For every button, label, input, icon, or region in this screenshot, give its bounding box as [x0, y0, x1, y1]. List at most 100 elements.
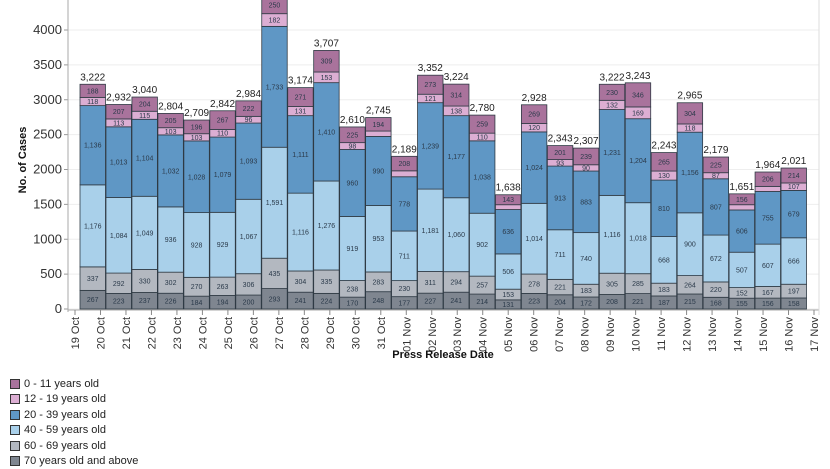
x-tick-label: 11 Nov — [656, 317, 668, 352]
x-tick-label: 23 Oct — [172, 317, 184, 349]
y-tick-label: 1000 — [33, 231, 62, 246]
segment-label: 293 — [269, 296, 281, 303]
segment-label: 153 — [502, 292, 514, 299]
segment-label: 182 — [269, 18, 281, 25]
segment-label: 335 — [321, 279, 333, 286]
y-tick-label: 2500 — [33, 127, 62, 142]
segment-label: 1,176 — [84, 223, 102, 230]
y-tick-label: 0 — [55, 301, 62, 316]
segment-label: 269 — [528, 112, 540, 119]
segment-label: 1,018 — [629, 236, 647, 243]
segment-label: 1,079 — [214, 172, 232, 179]
segment-label: 270 — [191, 284, 203, 291]
x-tick-label: 26 Oct — [248, 317, 260, 349]
segment-label: 103 — [191, 135, 203, 142]
segment-label: 132 — [606, 102, 618, 109]
x-tick-label: 20 Oct — [95, 317, 107, 349]
segment-label: 1,116 — [292, 230, 309, 237]
segment-label: 711 — [555, 252, 566, 259]
total-label: 2,709 — [184, 108, 209, 119]
segment-label: 1,060 — [447, 232, 465, 239]
x-axis-title: Press Release Date — [392, 349, 494, 361]
segment-label: 346 — [632, 92, 644, 99]
segment-label: 1,032 — [162, 168, 180, 175]
segment-label: 221 — [554, 285, 566, 292]
segment-label: 223 — [113, 299, 125, 306]
segment-label: 225 — [347, 132, 359, 139]
segment-label: 156 — [736, 197, 748, 204]
segment-label: 118 — [87, 99, 98, 106]
segment-label: 1,239 — [422, 143, 440, 150]
y-tick-label: 4000 — [33, 22, 62, 37]
legend-swatch — [10, 410, 20, 420]
segment-label: 208 — [398, 161, 410, 168]
total-label: 3,222 — [80, 72, 105, 83]
legend-label: 60 - 69 years old — [24, 440, 106, 452]
segment-label: 230 — [398, 286, 410, 293]
y-tick-label: 3500 — [33, 57, 62, 72]
x-tick-label: 31 Oct — [376, 317, 388, 349]
segment-label: 919 — [347, 246, 359, 253]
segment-label: 143 — [502, 197, 514, 204]
segment-label: 205 — [165, 118, 177, 125]
segment-label: 220 — [710, 287, 722, 294]
segment-label: 267 — [217, 118, 229, 125]
segment-label: 1,177 — [447, 154, 465, 161]
segment-label: 778 — [398, 201, 410, 208]
segment-label: 183 — [580, 288, 592, 295]
segment-label: 913 — [554, 195, 566, 202]
segment-label: 960 — [347, 180, 359, 187]
segment-label: 172 — [580, 301, 592, 308]
x-tick-label: 01 Nov — [401, 317, 413, 352]
x-tick-label: 27 Oct — [274, 317, 286, 349]
segment-label: 311 — [425, 280, 436, 287]
segment-label: 606 — [736, 229, 748, 236]
segment-label: 131 — [502, 302, 514, 309]
x-tick-label: 30 Oct — [350, 317, 362, 349]
legend-swatch — [10, 379, 20, 389]
segment-label: 93 — [556, 160, 564, 167]
bars: 2673371,1761,1361181883,2222232921,0841,… — [80, 0, 807, 309]
segment-label: 337 — [87, 276, 99, 283]
legend-label: 0 - 11 years old — [24, 378, 99, 390]
x-tick-label: 10 Nov — [631, 317, 643, 352]
segment-label: 241 — [295, 298, 307, 305]
segment-label: 259 — [476, 122, 488, 129]
segment-label: 237 — [139, 298, 151, 305]
segment-label: 250 — [269, 2, 281, 9]
total-label: 3,222 — [600, 72, 625, 83]
segment-label: 265 — [658, 159, 670, 166]
legend-item: 0 - 11 years old — [10, 376, 138, 392]
segment-label: 668 — [658, 257, 670, 264]
legend-item: 40 - 59 years old — [10, 423, 138, 439]
segment-label: 167 — [762, 290, 774, 297]
segment-label: 208 — [606, 299, 618, 306]
total-label: 2,243 — [651, 141, 676, 152]
segment-label: 204 — [554, 299, 566, 306]
total-label: 3,224 — [444, 72, 469, 83]
segment-label: 990 — [372, 168, 384, 175]
segment-label: 130 — [658, 173, 670, 180]
segment-label: 1,028 — [188, 174, 206, 181]
segment-label: 121 — [424, 96, 436, 103]
total-label: 2,343 — [548, 134, 573, 145]
segment-label: 740 — [580, 256, 592, 263]
legend-swatch — [10, 394, 20, 404]
total-label: 3,707 — [314, 38, 339, 49]
bar-segment — [755, 186, 780, 191]
segment-label: 294 — [450, 279, 462, 286]
segment-label: 197 — [788, 289, 800, 296]
x-tick-label: 13 Nov — [707, 317, 719, 352]
segment-label: 883 — [580, 199, 592, 206]
x-tick-label: 28 Oct — [299, 317, 311, 349]
legend: 0 - 11 years old 12 - 19 years old 20 - … — [10, 376, 138, 469]
